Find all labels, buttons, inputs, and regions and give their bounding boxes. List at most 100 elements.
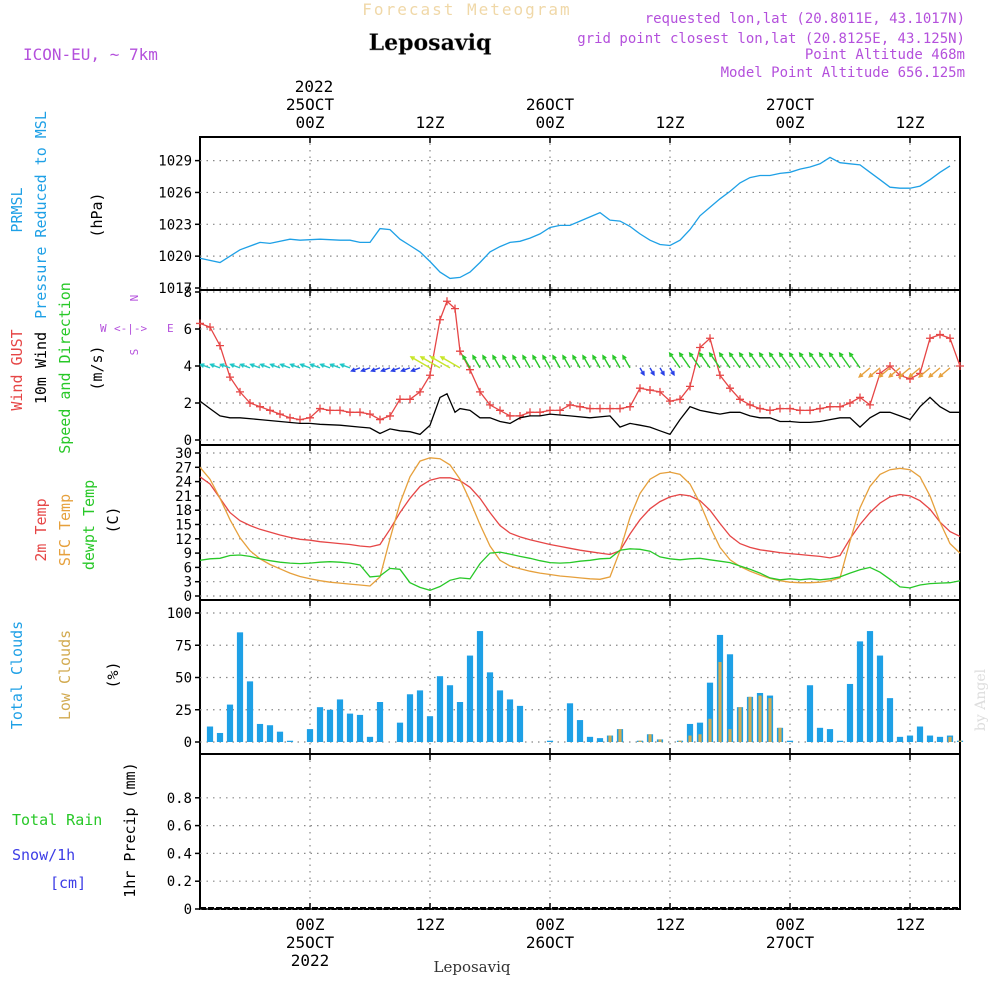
gust-marker <box>706 334 714 343</box>
precip-legend-snow: Snow/1h <box>12 846 75 864</box>
top-year: 2022 <box>295 77 334 96</box>
wind-arrow <box>320 363 331 369</box>
gust-marker <box>336 406 344 415</box>
top-time-label: 12Z <box>896 113 925 132</box>
wind-arrow-head <box>858 372 864 378</box>
gust-marker <box>276 410 284 419</box>
compass-e: E <box>167 322 174 335</box>
wind-arrow <box>300 363 311 369</box>
wind-arrow <box>938 367 951 378</box>
bottom-time-label: 12Z <box>416 915 445 934</box>
wind-arrow-head <box>888 372 894 378</box>
wind-arrow-head <box>808 351 814 358</box>
pressure-unit: (hPa) <box>88 192 106 237</box>
gust-marker <box>696 343 704 352</box>
gust-marker <box>726 384 734 393</box>
total-cloud-bar <box>726 654 734 742</box>
ytick-label: 1026 <box>158 185 192 201</box>
low-cloud-bar <box>638 740 642 742</box>
wind-arrow-head <box>429 356 435 361</box>
wind-label-3: Speed and Direction <box>56 282 74 454</box>
gust-marker <box>451 304 459 313</box>
wind-arrow <box>562 355 571 369</box>
wind-arrow-head <box>380 367 386 373</box>
bottom-date-label: 25OCT <box>286 933 335 952</box>
clouds-panel: 0 25 50 75 100 <box>167 599 964 755</box>
wind-arrow <box>492 355 501 369</box>
wind-arrow <box>749 352 761 369</box>
top-time-label: 12Z <box>416 113 445 132</box>
total-cloud-bar <box>496 690 504 742</box>
wind-arrow-head <box>622 354 627 360</box>
wind-arrow <box>602 355 611 369</box>
gust-marker <box>576 402 584 411</box>
total-cloud-bar <box>916 726 924 742</box>
gust-marker <box>786 404 794 413</box>
gust-marker <box>496 406 504 415</box>
wind-arrow-head <box>502 354 507 360</box>
ytick-label: 0 <box>184 735 192 751</box>
wind-arrow <box>542 355 551 369</box>
gust-marker <box>606 404 614 413</box>
wind-arrow-head <box>848 351 854 358</box>
requested-coords: requested lon,lat (20.8011E, 43.1017N) <box>645 11 965 27</box>
wind-arrow-head <box>552 354 557 360</box>
wind-arrow-head <box>562 354 567 360</box>
temp-unit: (C) <box>104 506 122 533</box>
wind-arrow <box>502 355 511 369</box>
bottom-time-label: 12Z <box>656 915 685 934</box>
total-cloud-bar <box>696 722 704 742</box>
wind-arrow <box>512 355 521 369</box>
bottom-year: 2022 <box>291 951 330 970</box>
wind-arrow <box>612 355 621 369</box>
ytick-label: 75 <box>175 638 192 654</box>
ytick-label: 100 <box>167 606 192 622</box>
ytick-label: 1029 <box>158 154 192 170</box>
bottom-time-label: 00Z <box>776 915 805 934</box>
ytick-label: 21 <box>175 489 192 505</box>
gust-marker <box>216 341 224 350</box>
ytick-label: 0 <box>184 902 192 918</box>
wind-arrow <box>532 355 541 369</box>
total-cloud-bar <box>466 655 474 742</box>
wind-arrow-head <box>360 367 366 373</box>
total-cloud-bar <box>356 714 364 742</box>
wind-arrow-head <box>738 351 744 358</box>
total-cloud-bar <box>876 655 884 742</box>
total-cloud-bar <box>586 736 594 742</box>
total-cloud-bar <box>426 716 434 742</box>
gust-marker <box>546 406 554 415</box>
wind-arrow <box>220 363 231 369</box>
low-cloud-bar <box>718 662 722 742</box>
precip-frame <box>199 753 961 910</box>
wind-arrow-head <box>419 356 425 361</box>
total-cloud-bar <box>286 740 294 742</box>
wind-arrow-head <box>660 370 665 377</box>
total-cloud-bar <box>846 683 854 742</box>
ytick-label: 4 <box>184 359 192 375</box>
ytick-label: 9 <box>184 546 192 562</box>
top-date-label: 26OCT <box>526 95 575 114</box>
sfc-temp-line <box>199 457 961 587</box>
wind-arrow-head <box>768 351 774 358</box>
ytick-label: 18 <box>175 503 192 519</box>
temp-label-3: dewpt Temp <box>80 480 98 570</box>
total-cloud-bar <box>336 699 344 742</box>
prmsl-line <box>199 156 951 280</box>
ytick-label: 15 <box>175 518 192 534</box>
wind-arrow <box>779 352 791 369</box>
low-cloud-bar <box>738 707 742 742</box>
wind-gust-line <box>199 300 961 421</box>
bottom-date-label: 27OCT <box>766 933 815 952</box>
gust-marker <box>316 404 324 413</box>
model-altitude: Model Point Altitude 656.125m <box>721 65 965 81</box>
wind-arrow-head <box>299 363 305 368</box>
low-cloud-bar <box>758 695 762 742</box>
wind-arrow <box>230 363 241 369</box>
wind-arrow <box>759 352 771 369</box>
gust-marker <box>776 404 784 413</box>
wind-arrow <box>340 363 351 369</box>
footer-location: Leposaviq <box>434 958 511 976</box>
